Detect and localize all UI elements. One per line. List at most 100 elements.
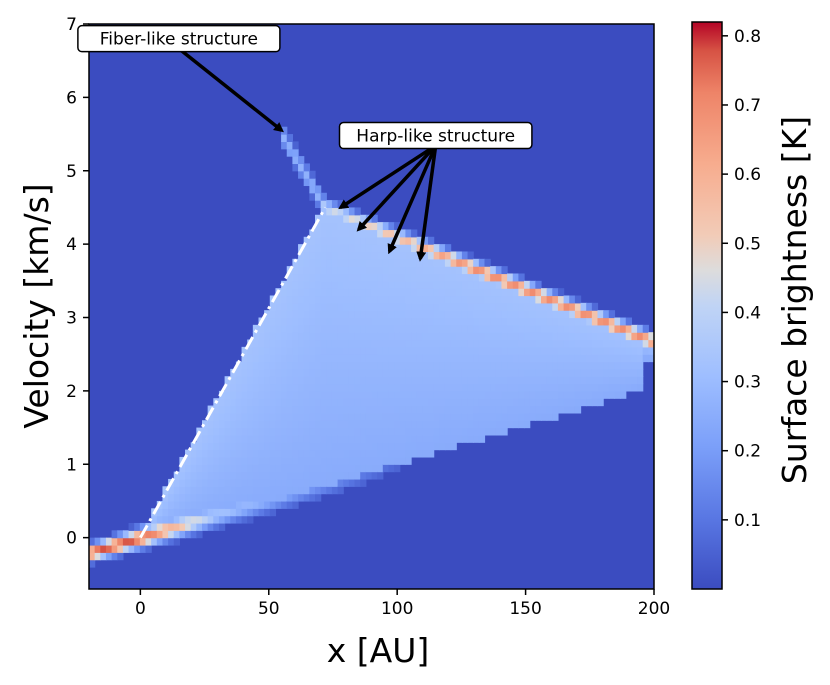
heatmap-cell <box>450 434 457 443</box>
heatmap-cell <box>552 398 559 407</box>
heatmap-cell <box>444 251 452 260</box>
heatmap-cell <box>422 442 429 451</box>
heatmap-cell <box>230 420 237 429</box>
heatmap-cell <box>309 405 316 414</box>
heatmap-cell <box>405 324 412 333</box>
heatmap-cell <box>241 361 248 370</box>
heatmap-cell <box>348 464 356 473</box>
heatmap-cell <box>377 354 384 363</box>
heatmap-cell <box>360 376 367 385</box>
heatmap-cell <box>422 434 429 443</box>
heatmap-cell <box>365 244 373 253</box>
heatmap-cell <box>343 258 350 267</box>
heatmap-cell <box>298 383 305 392</box>
heatmap-cell <box>258 420 265 429</box>
heatmap-cell <box>574 354 582 363</box>
heatmap-cell <box>422 266 429 275</box>
heatmap-cell <box>252 500 260 509</box>
heatmap-cell <box>298 288 305 297</box>
heatmap-cell <box>382 244 390 253</box>
heatmap-cell <box>185 449 192 458</box>
heatmap-cell <box>473 310 480 319</box>
heatmap-cell <box>286 412 293 421</box>
heatmap-cell <box>269 302 277 311</box>
heatmap-cell <box>388 456 395 465</box>
heatmap-cell <box>399 383 406 392</box>
heatmap-cell <box>450 383 457 392</box>
heatmap-cell <box>151 537 158 546</box>
heatmap-cell <box>247 354 254 363</box>
heatmap-cell <box>292 493 299 502</box>
heatmap-cell <box>303 376 310 385</box>
heatmap-cell <box>230 515 237 524</box>
heatmap-cell <box>535 317 542 326</box>
heatmap-cell <box>574 302 582 311</box>
heatmap-cell <box>241 346 248 355</box>
heatmap-cell <box>247 478 254 487</box>
heatmap-cell <box>478 354 486 363</box>
heatmap-cell <box>247 471 254 480</box>
heatmap-cell <box>518 383 525 392</box>
heatmap-cell <box>495 302 503 311</box>
heatmap-cell <box>495 346 503 355</box>
heatmap-cell <box>269 427 277 436</box>
heatmap-cell <box>557 405 565 414</box>
heatmap-cell <box>608 390 616 399</box>
heatmap-cell <box>348 383 356 392</box>
heatmap-cell <box>490 317 497 326</box>
heatmap-cell <box>264 317 271 326</box>
heatmap-cell <box>281 288 288 297</box>
heatmap-cell <box>484 427 491 436</box>
heatmap-cell <box>151 515 158 524</box>
heatmap-cell <box>405 258 412 267</box>
heatmap-cell <box>382 302 390 311</box>
heatmap-cell <box>490 324 497 333</box>
heatmap-cell <box>315 302 322 311</box>
heatmap-cell <box>456 420 463 429</box>
heatmap-cell <box>360 214 367 223</box>
heatmap-cell <box>416 442 423 451</box>
heatmap-cell <box>450 442 457 451</box>
heatmap-cell <box>224 500 231 509</box>
heatmap-cell <box>422 302 429 311</box>
heatmap-cell <box>422 354 429 363</box>
heatmap-cell <box>190 508 197 517</box>
heatmap-cell <box>145 544 152 553</box>
heatmap-cell <box>580 398 587 407</box>
heatmap-cell <box>326 339 333 348</box>
heatmap-cell <box>518 317 525 326</box>
heatmap-cell <box>433 361 440 370</box>
heatmap-cell <box>320 251 327 260</box>
colorbar-tick-label: 0.6 <box>734 165 761 185</box>
heatmap-cell <box>247 427 254 436</box>
heatmap-cell <box>337 354 344 363</box>
heatmap-cell <box>444 295 452 304</box>
heatmap-cell <box>275 449 282 458</box>
heatmap-cell <box>518 339 525 348</box>
heatmap-cell <box>484 376 491 385</box>
heatmap-cell <box>495 339 503 348</box>
heatmap-cell <box>546 339 553 348</box>
heatmap-cell <box>433 376 440 385</box>
heatmap-cell <box>320 229 327 238</box>
heatmap-cell <box>252 456 260 465</box>
heatmap-cell <box>365 471 373 480</box>
heatmap-cell <box>309 288 316 297</box>
heatmap-cell <box>202 471 209 480</box>
heatmap-cell <box>444 434 452 443</box>
heatmap-cell <box>117 544 124 553</box>
heatmap-cell <box>331 354 339 363</box>
heatmap-cell <box>371 471 378 480</box>
heatmap-cell <box>399 310 406 319</box>
heatmap-cell <box>614 368 621 377</box>
heatmap-cell <box>196 530 203 539</box>
heatmap-cell <box>439 427 446 436</box>
heatmap-cell <box>473 361 480 370</box>
heatmap-cell <box>371 464 378 473</box>
heatmap-cell <box>614 346 621 355</box>
heatmap-cell <box>394 412 401 421</box>
heatmap-cell <box>286 390 293 399</box>
heatmap-cell <box>580 346 587 355</box>
heatmap-cell <box>331 368 339 377</box>
heatmap-cell <box>541 405 548 414</box>
